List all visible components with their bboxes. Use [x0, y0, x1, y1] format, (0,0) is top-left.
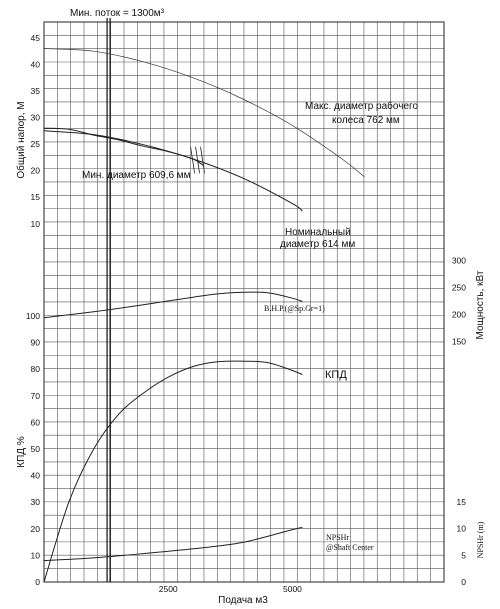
- npsh-tick-label: 15: [457, 497, 467, 507]
- nominal-diameter-label-line1: Номинальный: [285, 227, 351, 238]
- efficiency-curve: [43, 360, 303, 583]
- npshr-curve: [43, 526, 303, 562]
- power-axis-label: Мощность, кВт: [475, 270, 486, 339]
- npsh-axis-label: NPSHr (m): [476, 521, 485, 558]
- head-tick-label: 35: [31, 86, 41, 96]
- efficiency-tick-label: 50: [31, 444, 41, 454]
- bhp-curve: [43, 291, 303, 319]
- head-tick-label: 45: [31, 33, 41, 43]
- head-axis-label: Общий напор, М: [15, 101, 27, 178]
- head-tick-label: 25: [31, 139, 41, 149]
- curve-end-mark: [190, 146, 195, 174]
- max-diameter-label-line2: колеса 762 мм: [332, 115, 400, 126]
- power-tick-label: 300: [452, 255, 466, 265]
- efficiency-tick-label: 30: [31, 497, 41, 507]
- min-flow-label: Мин. поток = 1300м³: [70, 8, 165, 19]
- efficiency-tick-label: 10: [31, 550, 41, 560]
- npsh-tick-label: 0: [461, 577, 466, 587]
- npsh-label-line1: NPSHr: [326, 533, 349, 542]
- efficiency-tick-label: 40: [31, 471, 41, 481]
- nominal-diameter-curve: [43, 130, 303, 212]
- head-tick-label: 10: [31, 219, 41, 229]
- max-diameter-curve: [43, 48, 365, 178]
- tick-labels: 4540353025201510300250200150100908070605…: [26, 33, 466, 594]
- x-tick-label: 2500: [159, 584, 178, 594]
- head-tick-label: 30: [31, 113, 41, 123]
- curve-end-mark: [200, 146, 205, 174]
- npsh-tick-label: 10: [457, 524, 467, 534]
- power-tick-label: 200: [452, 309, 466, 319]
- bhp-label: B.H.P.(@Sp.Gr=1): [264, 304, 325, 313]
- head-tick-label: 40: [31, 59, 41, 69]
- efficiency-tick-label: 90: [31, 338, 41, 348]
- power-tick-label: 250: [452, 282, 466, 292]
- x-axis-label: Подача м3: [218, 595, 268, 606]
- head-tick-label: 15: [31, 192, 41, 202]
- efficiency-tick-label: 100: [26, 311, 40, 321]
- curve-end-mark: [195, 146, 200, 174]
- curves: [43, 18, 365, 583]
- x-tick-label: 5000: [283, 584, 302, 594]
- min-diameter-label: Мин. диаметр 609,6 мм: [82, 170, 191, 181]
- nominal-diameter-label-line2: диаметр 614 мм: [280, 239, 355, 250]
- efficiency-tick-label: 0: [35, 577, 40, 587]
- efficiency-axis-label: КПД %: [16, 436, 27, 468]
- npsh-label-line2: @Shaft Center: [326, 543, 374, 552]
- efficiency-tick-label: 20: [31, 524, 41, 534]
- max-diameter-label-line1: Макс. диаметр рабочего: [305, 100, 418, 112]
- power-tick-label: 150: [452, 336, 466, 346]
- efficiency-tick-label: 80: [31, 364, 41, 374]
- head-tick-label: 20: [31, 166, 41, 176]
- efficiency-curve-label: КПД: [325, 369, 347, 381]
- efficiency-tick-label: 60: [31, 417, 41, 427]
- plot-frame: [43, 21, 445, 583]
- efficiency-tick-label: 70: [31, 391, 41, 401]
- min-diameter-curve: [43, 127, 204, 166]
- npsh-tick-label: 5: [461, 550, 466, 560]
